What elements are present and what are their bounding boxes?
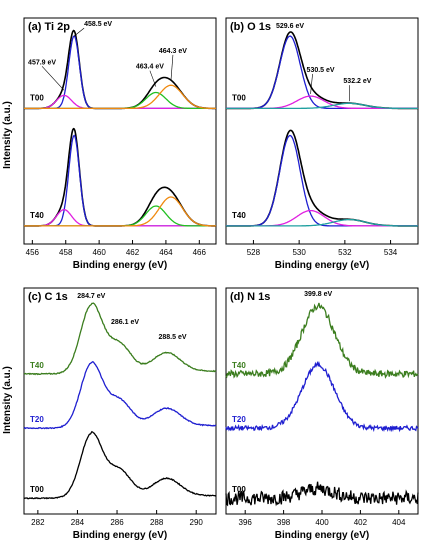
ti2p-tick-label: 456 <box>26 248 40 257</box>
y-axis-label-top: Intensity (a.u.) <box>2 101 13 169</box>
c1s-tick-label: 282 <box>31 518 45 527</box>
o1s-title: (b) O 1s <box>230 21 271 33</box>
o1s-annotation-arrow <box>310 73 313 94</box>
ti2p-series-T40 <box>24 127 216 227</box>
c1s-annotation: 288.5 eV <box>158 334 186 341</box>
c1s-series-T20 <box>23 360 217 430</box>
n1s-title: (d) N 1s <box>230 291 270 303</box>
o1s-tick-label: 528 <box>247 248 261 257</box>
n1s-xlabel: Binding energy (eV) <box>275 530 369 541</box>
panel-o1s: (b) O 1s Binding energy (eV) 528 530 532 534 T… <box>225 17 419 271</box>
n1s-series-T00 <box>225 481 419 507</box>
ti2p-annotation: 464.3 eV <box>159 48 187 55</box>
ti2p-annotation: 458.5 eV <box>84 21 112 28</box>
ti2p-tick-label: 466 <box>193 248 207 257</box>
c1s-frame <box>23 287 217 515</box>
n1s-tick-label: 396 <box>239 518 253 527</box>
ti2p-annotation-arrow <box>170 54 174 81</box>
ti2p-title: (a) Ti 2p <box>28 21 70 33</box>
o1s-component-2 <box>226 218 418 227</box>
ti2p-frame <box>23 17 217 245</box>
panel-n1s: (d) N 1s Binding energy (eV) 396 398 400 402 4… <box>225 287 419 541</box>
c1s-label-T20: T20 <box>30 415 44 424</box>
n1s-tick-label: 400 <box>315 518 329 527</box>
o1s-tick-label: 532 <box>338 248 352 257</box>
ti2p-annotation: 457.9 eV <box>28 59 56 66</box>
c1s-tick-label: 284 <box>71 518 85 527</box>
o1s-label-T40: T40 <box>232 211 246 220</box>
c1s-label-T40: T40 <box>30 361 44 370</box>
ti2p-xlabel: Binding energy (eV) <box>73 260 167 271</box>
ti2p-component-0 <box>24 35 216 110</box>
c1s-annotation: 286.1 eV <box>111 319 139 326</box>
ti2p-annotation-arrow <box>149 70 157 87</box>
n1s-label-T40: T40 <box>232 361 246 370</box>
ti2p-annotation-arrow <box>41 66 65 91</box>
n1s-label-T00: T00 <box>232 485 246 494</box>
o1s-annotation: 530.5 eV <box>307 67 335 74</box>
ti2p-component-0 <box>24 134 216 227</box>
y-axis-label-bottom: Intensity (a.u.) <box>2 366 13 434</box>
c1s-label-T00: T00 <box>30 485 44 494</box>
c1s-annotation: 284.7 eV <box>77 293 105 300</box>
ti2p-tick-label: 460 <box>92 248 106 257</box>
n1s-tick-label: 404 <box>392 518 406 527</box>
o1s-annotation: 532.2 eV <box>343 78 371 85</box>
n1s-series-T40 <box>225 302 419 379</box>
ti2p-component-1 <box>24 209 216 227</box>
ti2p-label-T40: T40 <box>30 211 44 220</box>
n1s-series-T20 <box>225 360 419 433</box>
c1s-tick-label: 290 <box>190 518 204 527</box>
ti2p-component-3 <box>24 196 216 227</box>
ti2p-series-T00 <box>24 29 216 110</box>
c1s-series-T00 <box>23 430 217 500</box>
ti2p-annotation-arrow <box>73 27 85 37</box>
n1s-label-T20: T20 <box>232 415 246 424</box>
ti2p-component-1 <box>24 94 216 110</box>
o1s-xlabel: Binding energy (eV) <box>275 260 369 271</box>
o1s-tick-label: 530 <box>292 248 306 257</box>
o1s-series-T40 <box>226 129 418 227</box>
panel-ti2p: (a) Ti 2p Binding energy (eV) 456 458 460 462… <box>23 17 217 271</box>
n1s-tick-label: 398 <box>277 518 291 527</box>
n1s-tick-label: 402 <box>354 518 368 527</box>
o1s-component-2 <box>226 102 418 110</box>
panel-c1s: (c) C 1s Binding energy (eV) 282 284 286 288 2… <box>23 287 217 541</box>
c1s-xlabel: Binding energy (eV) <box>73 530 167 541</box>
c1s-title: (c) C 1s <box>28 291 68 303</box>
n1s-annotation: 399.8 eV <box>304 291 332 298</box>
o1s-label-T00: T00 <box>232 93 246 102</box>
ti2p-label-T00: T00 <box>30 93 44 102</box>
ti2p-tick-label: 464 <box>159 248 173 257</box>
c1s-tick-label: 286 <box>110 518 124 527</box>
o1s-tick-label: 534 <box>384 248 398 257</box>
ti2p-tick-label: 462 <box>126 248 140 257</box>
o1s-frame <box>225 17 419 245</box>
ti2p-component-3 <box>24 84 216 110</box>
n1s-frame <box>225 287 419 515</box>
ti2p-annotation: 463.4 eV <box>136 64 164 71</box>
c1s-series-T40 <box>23 302 217 376</box>
c1s-tick-label: 288 <box>150 518 164 527</box>
ti2p-tick-label: 458 <box>59 248 73 257</box>
o1s-annotation: 529.6 eV <box>276 23 304 30</box>
